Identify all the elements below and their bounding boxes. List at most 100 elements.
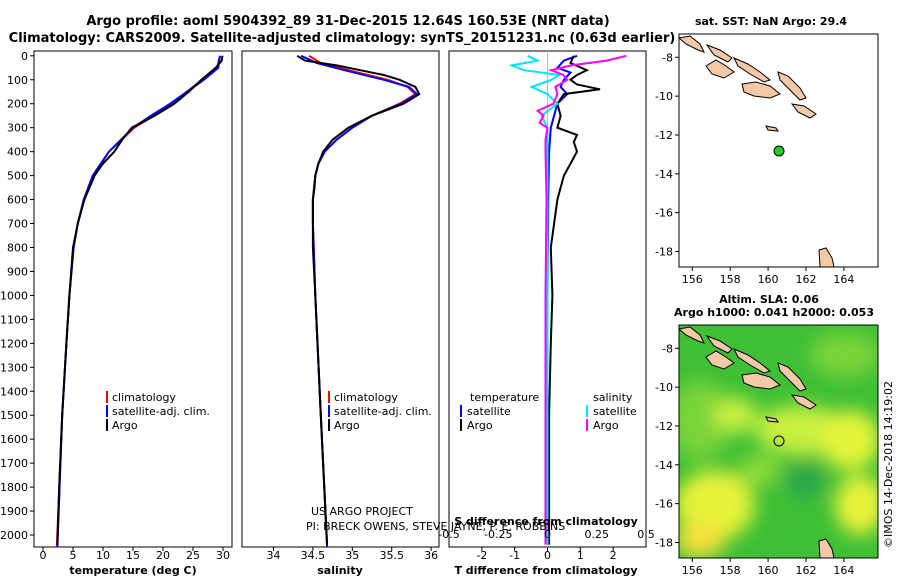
lon-tick-label: 162: [795, 273, 816, 286]
lat-tick-label: -16: [655, 207, 673, 220]
lat-tick-label: -10: [655, 90, 673, 103]
x-tick-label: 20: [156, 549, 170, 562]
legend-t-satellite-label: satellite: [467, 405, 511, 418]
lon-tick-label: 156: [682, 564, 703, 577]
title-line-2: Climatology: CARS2009. Satellite-adjuste…: [9, 31, 676, 46]
sla-argo-marker: [773, 435, 785, 447]
sst-map-title: sat. SST: NaN Argo: 29.4: [695, 15, 847, 28]
s-tick-label: 0.5: [637, 528, 655, 541]
x-tick-label: -2: [476, 549, 487, 562]
island-makira: [790, 394, 817, 410]
lon-tick-label: 160: [758, 564, 779, 577]
lat-tick-label: -12: [655, 420, 673, 433]
difference-top-xlabel: S difference from climatology: [454, 515, 638, 528]
island-santa-isabel: [732, 348, 772, 374]
lat-tick-label: -8: [662, 342, 673, 355]
difference-x-axis: -2 -1 0 1 2: [476, 547, 617, 562]
salinity-series: [296, 54, 421, 547]
sla-map-axes: 156 158 160 162 164 -8 -10 -12 -14 -16 -18: [655, 342, 854, 577]
x-tick-label: 2: [610, 549, 617, 562]
lon-tick-label: 160: [758, 273, 779, 286]
depth-tick-label: 200: [7, 98, 28, 111]
island-santa-isabel: [732, 57, 772, 83]
difference-legend: temperature satellite Argo salinity sate…: [460, 391, 637, 432]
lon-tick-label: 156: [682, 273, 703, 286]
island-makira: [790, 103, 817, 119]
depth-tick-label: 600: [7, 194, 28, 207]
temperature-series: [55, 55, 224, 547]
temperature-panel: [33, 50, 233, 548]
island-new-georgia: [705, 350, 735, 370]
x-tick-label: 0: [40, 549, 47, 562]
sla-map-title: Altim. SLA: 0.06: [719, 293, 819, 306]
x-tick-label: 34.5: [301, 549, 326, 562]
series-line-argo: [56, 55, 224, 545]
title-line-1: Argo profile: aoml 5904392_89 31-Dec-201…: [86, 14, 609, 29]
lon-tick-label: 162: [795, 564, 816, 577]
lat-tick-label: -18: [655, 536, 673, 549]
depth-tick-label: 1800: [0, 481, 28, 494]
series-line-s-argo: [535, 54, 627, 545]
x-tick-label: 10: [96, 549, 110, 562]
x-tick-label: 35.5: [379, 549, 404, 562]
island-rennell: [765, 125, 780, 132]
lon-tick-label: 164: [833, 564, 854, 577]
depth-tick-label: 1300: [0, 361, 28, 374]
island-guadalcanal: [741, 81, 781, 99]
lon-tick-label: 158: [720, 273, 741, 286]
depth-tick-label: 1400: [0, 385, 28, 398]
sst-map-axes: 156 158 160 162 164 -8 -10 -12 -14 -16 -18: [655, 51, 854, 286]
legend-t-argo-label: Argo: [467, 419, 493, 432]
lat-tick-label: -14: [655, 459, 673, 472]
series-line-s-satellite: [508, 54, 563, 545]
legend-s-satellite-label: satellite: [593, 405, 637, 418]
island-rennell: [765, 416, 780, 423]
x-tick-label: 36: [424, 549, 438, 562]
depth-tick-label: 1500: [0, 409, 28, 422]
depth-tick-label: 500: [7, 170, 28, 183]
depth-tick-label: 1100: [0, 313, 28, 326]
series-line-argo: [296, 54, 421, 545]
legend-salinity-title: salinity: [593, 391, 633, 404]
salinity-x-axis: 34 34.5 35 35.5 36: [267, 547, 438, 562]
salinity-xlabel: salinity: [317, 564, 363, 577]
x-tick-label: 34: [267, 549, 281, 562]
x-tick-label: -1: [509, 549, 520, 562]
island-new-georgia: [705, 59, 735, 79]
island-bougainville: [679, 35, 705, 53]
x-tick-label: 30: [216, 549, 230, 562]
temperature-x-axis: 0 5 10 15 20 25 30: [40, 547, 230, 562]
x-tick-label: 25: [186, 549, 200, 562]
depth-tick-label: 100: [7, 74, 28, 87]
depth-tick-label: 900: [7, 265, 28, 278]
lat-tick-label: -14: [655, 168, 673, 181]
pi-note: PI: BRECK OWENS, STEVE JAYNE, P. E. ROBB…: [306, 520, 565, 533]
lat-tick-label: -12: [655, 129, 673, 142]
sla-map-field: [679, 325, 878, 558]
lat-tick-label: -18: [655, 245, 673, 258]
legend-climatology-label: climatology: [334, 391, 398, 404]
depth-tick-label: 400: [7, 146, 28, 159]
lon-tick-label: 164: [833, 273, 854, 286]
sst-argo-marker: [773, 145, 785, 157]
lon-tick-label: 158: [720, 564, 741, 577]
depth-tick-label: 700: [7, 218, 28, 231]
x-tick-label: 0: [544, 549, 551, 562]
lat-tick-label: -10: [655, 381, 673, 394]
lat-tick-label: -8: [662, 51, 673, 64]
island-malaita: [777, 71, 807, 101]
project-note: US ARGO PROJECT: [311, 505, 413, 518]
depth-tick-label: 1600: [0, 433, 28, 446]
s-tick-label: -0.25: [484, 528, 512, 541]
sla-map-frame: [678, 324, 879, 559]
depth-tick-label: 300: [7, 122, 28, 135]
legend-temperature-title: temperature: [470, 391, 539, 404]
difference-s-axis: -0.5 -0.25 0 0.25 0.5: [438, 528, 654, 541]
depth-axis: 0 100 200 300 400 500 600 700 800 900 1000 1100 1200…: [0, 50, 34, 542]
difference-series: [508, 51, 627, 547]
salinity-panel: [241, 50, 440, 548]
x-tick-label: 1: [577, 549, 584, 562]
depth-tick-label: 1200: [0, 337, 28, 350]
depth-tick-label: 2000: [0, 529, 28, 542]
